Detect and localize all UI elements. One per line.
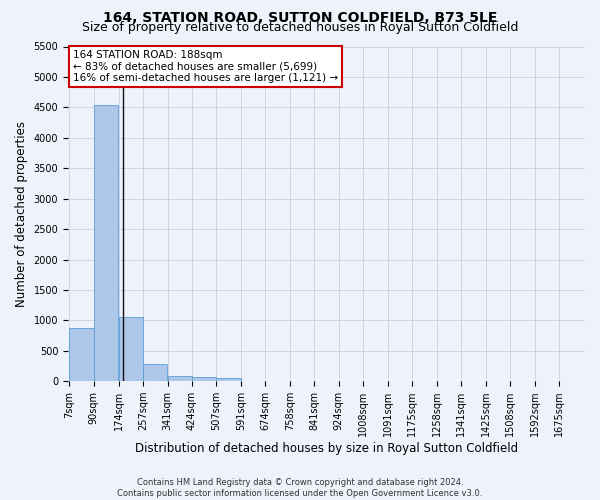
Bar: [119, 316, 143, 381]
X-axis label: Distribution of detached houses by size in Royal Sutton Coldfield: Distribution of detached houses by size …: [135, 442, 518, 455]
Text: Size of property relative to detached houses in Royal Sutton Coldfield: Size of property relative to detached ho…: [82, 21, 518, 34]
Text: 164, STATION ROAD, SUTTON COLDFIELD, B73 5LE: 164, STATION ROAD, SUTTON COLDFIELD, B73…: [103, 11, 497, 25]
Bar: [167, 376, 192, 381]
Text: Contains HM Land Registry data © Crown copyright and database right 2024.
Contai: Contains HM Land Registry data © Crown c…: [118, 478, 482, 498]
Bar: [192, 376, 216, 381]
Bar: [216, 378, 241, 381]
Bar: [70, 328, 94, 381]
Bar: [94, 105, 118, 381]
Text: 164 STATION ROAD: 188sqm
← 83% of detached houses are smaller (5,699)
16% of sem: 164 STATION ROAD: 188sqm ← 83% of detach…: [73, 50, 338, 83]
Y-axis label: Number of detached properties: Number of detached properties: [15, 121, 28, 307]
Bar: [143, 364, 167, 381]
